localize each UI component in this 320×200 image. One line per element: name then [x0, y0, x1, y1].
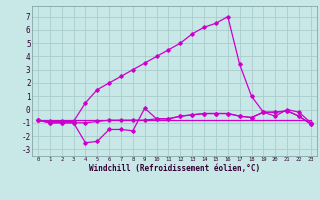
X-axis label: Windchill (Refroidissement éolien,°C): Windchill (Refroidissement éolien,°C) [89, 164, 260, 173]
